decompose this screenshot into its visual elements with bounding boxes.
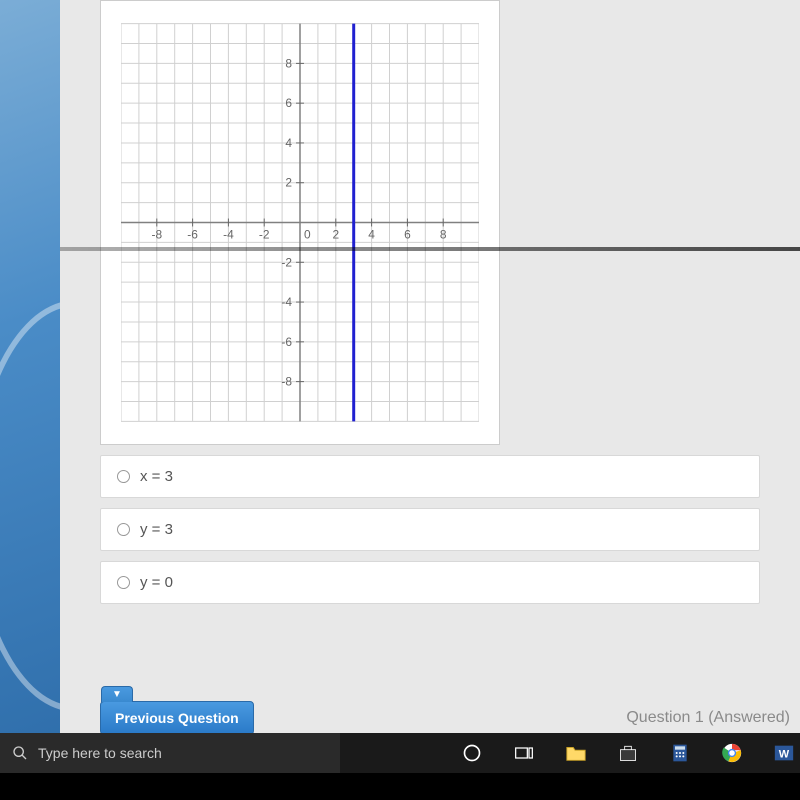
calculator-icon[interactable] xyxy=(668,741,692,765)
coordinate-graph: -8 -6 -4 -2 0 2 4 6 8 8 6 4 2 -2 -4 -6 -… xyxy=(121,21,479,424)
word-icon[interactable]: W xyxy=(772,741,796,765)
svg-text:-4: -4 xyxy=(281,295,292,309)
svg-text:0: 0 xyxy=(304,227,311,241)
radio-icon xyxy=(117,470,130,483)
svg-text:-4: -4 xyxy=(223,227,234,241)
monitor-bezel xyxy=(0,773,800,800)
svg-text:2: 2 xyxy=(285,176,292,190)
svg-text:-6: -6 xyxy=(187,227,198,241)
previous-question-button[interactable]: ▼ Previous Question xyxy=(100,701,254,735)
taskbar-search[interactable]: Type here to search xyxy=(0,733,340,773)
store-icon[interactable] xyxy=(616,741,640,765)
answer-label: y = 3 xyxy=(140,521,173,538)
svg-text:W: W xyxy=(779,749,790,761)
svg-text:6: 6 xyxy=(404,227,411,241)
tab-handle-icon: ▼ xyxy=(101,686,133,702)
taskbar-icons: W xyxy=(340,741,800,765)
graph-panel: -8 -6 -4 -2 0 2 4 6 8 8 6 4 2 -2 -4 -6 -… xyxy=(100,0,500,445)
svg-text:-6: -6 xyxy=(281,335,292,349)
svg-text:4: 4 xyxy=(285,136,292,150)
chrome-icon[interactable] xyxy=(720,741,744,765)
windows-taskbar: Type here to search W xyxy=(0,733,800,773)
radio-icon xyxy=(117,576,130,589)
svg-text:8: 8 xyxy=(440,227,447,241)
cortana-icon[interactable] xyxy=(460,741,484,765)
search-placeholder: Type here to search xyxy=(38,745,328,761)
photo-artifact xyxy=(60,247,800,251)
svg-text:-8: -8 xyxy=(281,375,292,389)
svg-text:-2: -2 xyxy=(259,227,270,241)
answer-option[interactable]: y = 3 xyxy=(100,508,760,551)
svg-text:-8: -8 xyxy=(151,227,162,241)
search-icon xyxy=(12,745,28,761)
question-status: Question 1 (Answered) xyxy=(626,709,790,727)
answer-option[interactable]: x = 3 xyxy=(100,455,760,498)
prev-button-label: Previous Question xyxy=(115,710,239,726)
quiz-content: -8 -6 -4 -2 0 2 4 6 8 8 6 4 2 -2 -4 -6 -… xyxy=(60,0,800,745)
file-explorer-icon[interactable] xyxy=(564,741,588,765)
answer-label: x = 3 xyxy=(140,468,173,485)
svg-text:2: 2 xyxy=(332,227,339,241)
radio-icon xyxy=(117,523,130,536)
svg-text:6: 6 xyxy=(285,96,292,110)
svg-text:-2: -2 xyxy=(281,255,292,269)
answer-label: y = 0 xyxy=(140,574,173,591)
desktop-wallpaper xyxy=(0,0,60,800)
svg-text:8: 8 xyxy=(285,56,292,70)
answer-option[interactable]: y = 0 xyxy=(100,561,760,604)
svg-text:4: 4 xyxy=(368,227,375,241)
task-view-icon[interactable] xyxy=(512,741,536,765)
nav-row: ▼ Previous Question Question 1 (Answered… xyxy=(100,701,790,735)
